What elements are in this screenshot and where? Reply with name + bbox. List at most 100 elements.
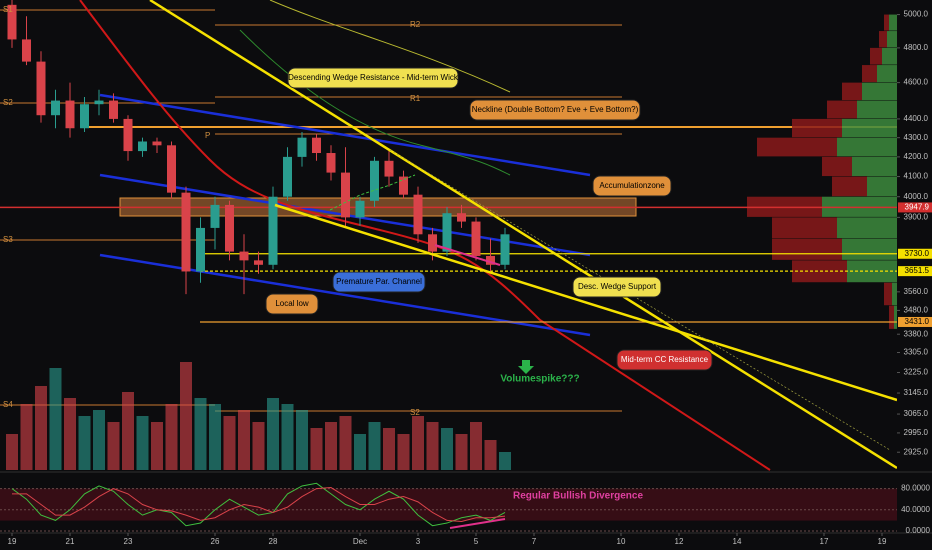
volume-bar [64, 398, 76, 470]
x-tick-label: 23 [124, 537, 133, 546]
x-tick-label: 26 [211, 537, 220, 546]
callout-box [332, 271, 426, 293]
profile-up [892, 282, 897, 306]
volume-bar [49, 368, 62, 470]
candle-body [442, 213, 452, 252]
candle-body [471, 221, 481, 256]
candle-body [80, 104, 89, 129]
candle-body [225, 204, 234, 252]
profile-up [894, 305, 897, 329]
volume-bar [78, 416, 91, 470]
candle-body [7, 4, 17, 40]
profile-down [827, 100, 857, 119]
profile-up [842, 118, 897, 138]
x-tick-label: 19 [878, 537, 887, 546]
y-tick-label: 3305.0 [904, 348, 929, 357]
candle-body [167, 145, 176, 193]
x-tick-label: Dec [353, 537, 367, 546]
candle-body [196, 227, 205, 272]
callout-text: Premature Par. Channel [336, 277, 422, 286]
channel-line [99, 93, 591, 177]
profile-up [882, 47, 897, 65]
price-badge-label: 3651.5 [905, 266, 930, 275]
volume-bar [281, 404, 294, 470]
x-tick-label: 21 [66, 537, 75, 546]
y-tick-label: 3560.0 [904, 287, 929, 296]
volume-bar [209, 404, 221, 470]
x-tick-label: 14 [733, 537, 742, 546]
x-tick-label: 19 [8, 537, 17, 546]
pivot-label: S2 [3, 98, 13, 107]
y-tick-label: 3380.0 [904, 329, 929, 338]
profile-up [837, 217, 897, 239]
pivot-label: S2 [410, 408, 420, 417]
profile-down [772, 238, 842, 260]
y-tick-label: 2925.0 [904, 447, 929, 456]
y-tick-label: 4000.0 [904, 192, 929, 201]
volume-bar [455, 434, 468, 470]
moving-average [239, 29, 511, 176]
volume-bar [180, 362, 192, 470]
volume-bar [122, 392, 134, 470]
callout-box [592, 175, 672, 197]
moving-average [79, 0, 771, 471]
volume-bar [325, 422, 337, 470]
volume-bar [151, 422, 163, 470]
osc-line [12, 487, 506, 522]
candle-body [138, 141, 147, 152]
volume-bar [223, 416, 236, 470]
volume-bar [412, 416, 424, 470]
candle-body [413, 194, 423, 235]
volume-bar [296, 410, 308, 470]
y-tick-label: 4200.0 [904, 152, 929, 161]
y-tick-label: 5000.0 [904, 10, 929, 19]
pivot-label: P [205, 131, 210, 140]
volume-bar [107, 422, 120, 470]
x-tick-label: 7 [532, 537, 537, 546]
volume-bar [136, 416, 149, 470]
candle-body [428, 234, 437, 252]
callout-text: Accumulationzone [599, 181, 665, 190]
candle-body [65, 100, 75, 129]
volume-bar [252, 422, 265, 470]
osc-line [11, 482, 506, 527]
candle-body [500, 234, 510, 265]
profile-down [772, 217, 837, 239]
annotation-text: Volumespike??? [500, 374, 579, 385]
callout-box [469, 99, 641, 121]
profile-down [757, 137, 837, 157]
osc-tick-label: 40.0000 [901, 505, 930, 514]
profile-down [822, 156, 852, 177]
pivot-label: R1 [410, 94, 421, 103]
y-tick-label: 4400.0 [904, 114, 929, 123]
oscillator-band [0, 488, 897, 521]
price-badge-label: 3730.0 [905, 249, 930, 258]
callout-box [572, 276, 662, 298]
x-tick-label: 3 [416, 537, 421, 546]
volume-bar [354, 434, 366, 470]
x-tick-label: 12 [675, 537, 684, 546]
volume-bar [267, 398, 279, 470]
candle-body [355, 200, 365, 218]
annotation-text: Regular Bullish Divergence [513, 491, 643, 502]
candle-body [109, 100, 118, 119]
y-tick-label: 4800.0 [904, 43, 929, 52]
profile-down [870, 47, 882, 65]
candle-body [51, 100, 60, 116]
profile-down [842, 82, 862, 101]
volume-bar [383, 428, 395, 470]
volume-bar [397, 434, 410, 470]
y-tick-label: 3065.0 [904, 409, 929, 418]
candle-body [399, 176, 408, 195]
profile-up [837, 137, 897, 157]
volume-bar [165, 404, 178, 470]
y-tick-label: 4300.0 [904, 133, 929, 142]
candle-body [297, 137, 307, 157]
candle-body [370, 160, 379, 201]
x-tick-label: 28 [269, 537, 278, 546]
guide-path [329, 174, 416, 211]
y-tick-label: 4600.0 [904, 78, 929, 87]
price-badge-label: 3431.0 [905, 317, 930, 326]
candle-body [94, 100, 104, 105]
